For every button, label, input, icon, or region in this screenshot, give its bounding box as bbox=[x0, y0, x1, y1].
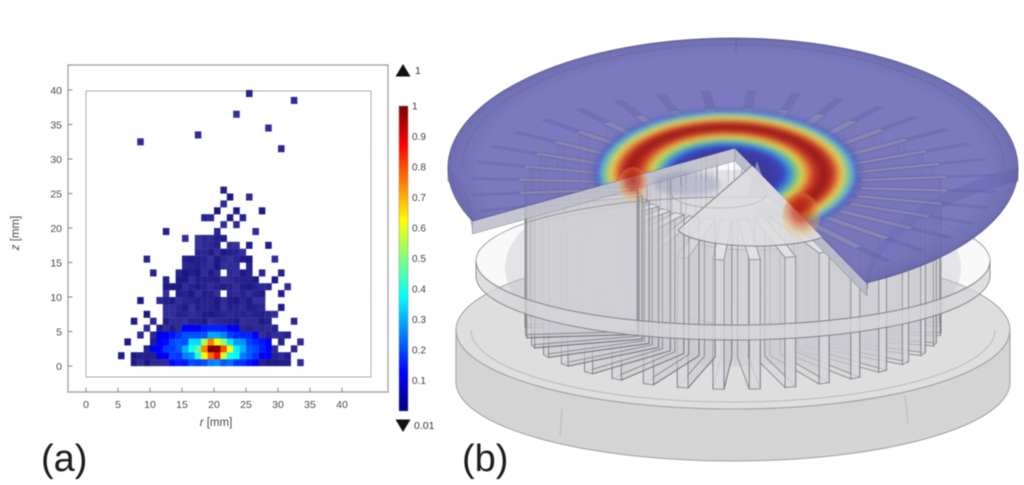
svg-text:0.5: 0.5 bbox=[412, 254, 426, 265]
svg-text:30: 30 bbox=[272, 399, 284, 411]
svg-text:1: 1 bbox=[415, 65, 421, 77]
svg-text:10: 10 bbox=[144, 399, 156, 411]
svg-text:10: 10 bbox=[50, 292, 62, 304]
svg-text:r [mm]: r [mm] bbox=[200, 417, 233, 429]
svg-text:0.1: 0.1 bbox=[412, 376, 426, 387]
svg-text:0.4: 0.4 bbox=[412, 285, 426, 296]
svg-text:z [mm]: z [mm] bbox=[10, 216, 22, 252]
svg-text:15: 15 bbox=[50, 258, 62, 270]
svg-text:0: 0 bbox=[83, 399, 89, 411]
svg-text:15: 15 bbox=[176, 399, 188, 411]
svg-text:0.2: 0.2 bbox=[412, 346, 426, 357]
svg-text:20: 20 bbox=[208, 399, 220, 411]
svg-text:(a): (a) bbox=[41, 438, 87, 480]
svg-text:30: 30 bbox=[50, 154, 62, 166]
svg-text:40: 40 bbox=[336, 399, 348, 411]
svg-text:20: 20 bbox=[50, 223, 62, 235]
svg-text:5: 5 bbox=[115, 399, 121, 411]
svg-text:0.6: 0.6 bbox=[412, 224, 426, 235]
svg-text:35: 35 bbox=[50, 120, 62, 132]
svg-text:0.9: 0.9 bbox=[412, 132, 426, 143]
svg-text:1: 1 bbox=[412, 102, 418, 113]
svg-text:0.3: 0.3 bbox=[412, 315, 426, 326]
svg-text:25: 25 bbox=[50, 189, 62, 201]
svg-text:0.01: 0.01 bbox=[414, 420, 435, 432]
svg-text:25: 25 bbox=[240, 399, 252, 411]
svg-text:0: 0 bbox=[56, 361, 62, 373]
svg-text:0.8: 0.8 bbox=[412, 163, 426, 174]
svg-text:5: 5 bbox=[56, 327, 62, 339]
svg-text:(b): (b) bbox=[462, 438, 508, 480]
svg-text:35: 35 bbox=[304, 399, 316, 411]
svg-text:40: 40 bbox=[50, 85, 62, 97]
svg-text:0.7: 0.7 bbox=[412, 193, 426, 204]
